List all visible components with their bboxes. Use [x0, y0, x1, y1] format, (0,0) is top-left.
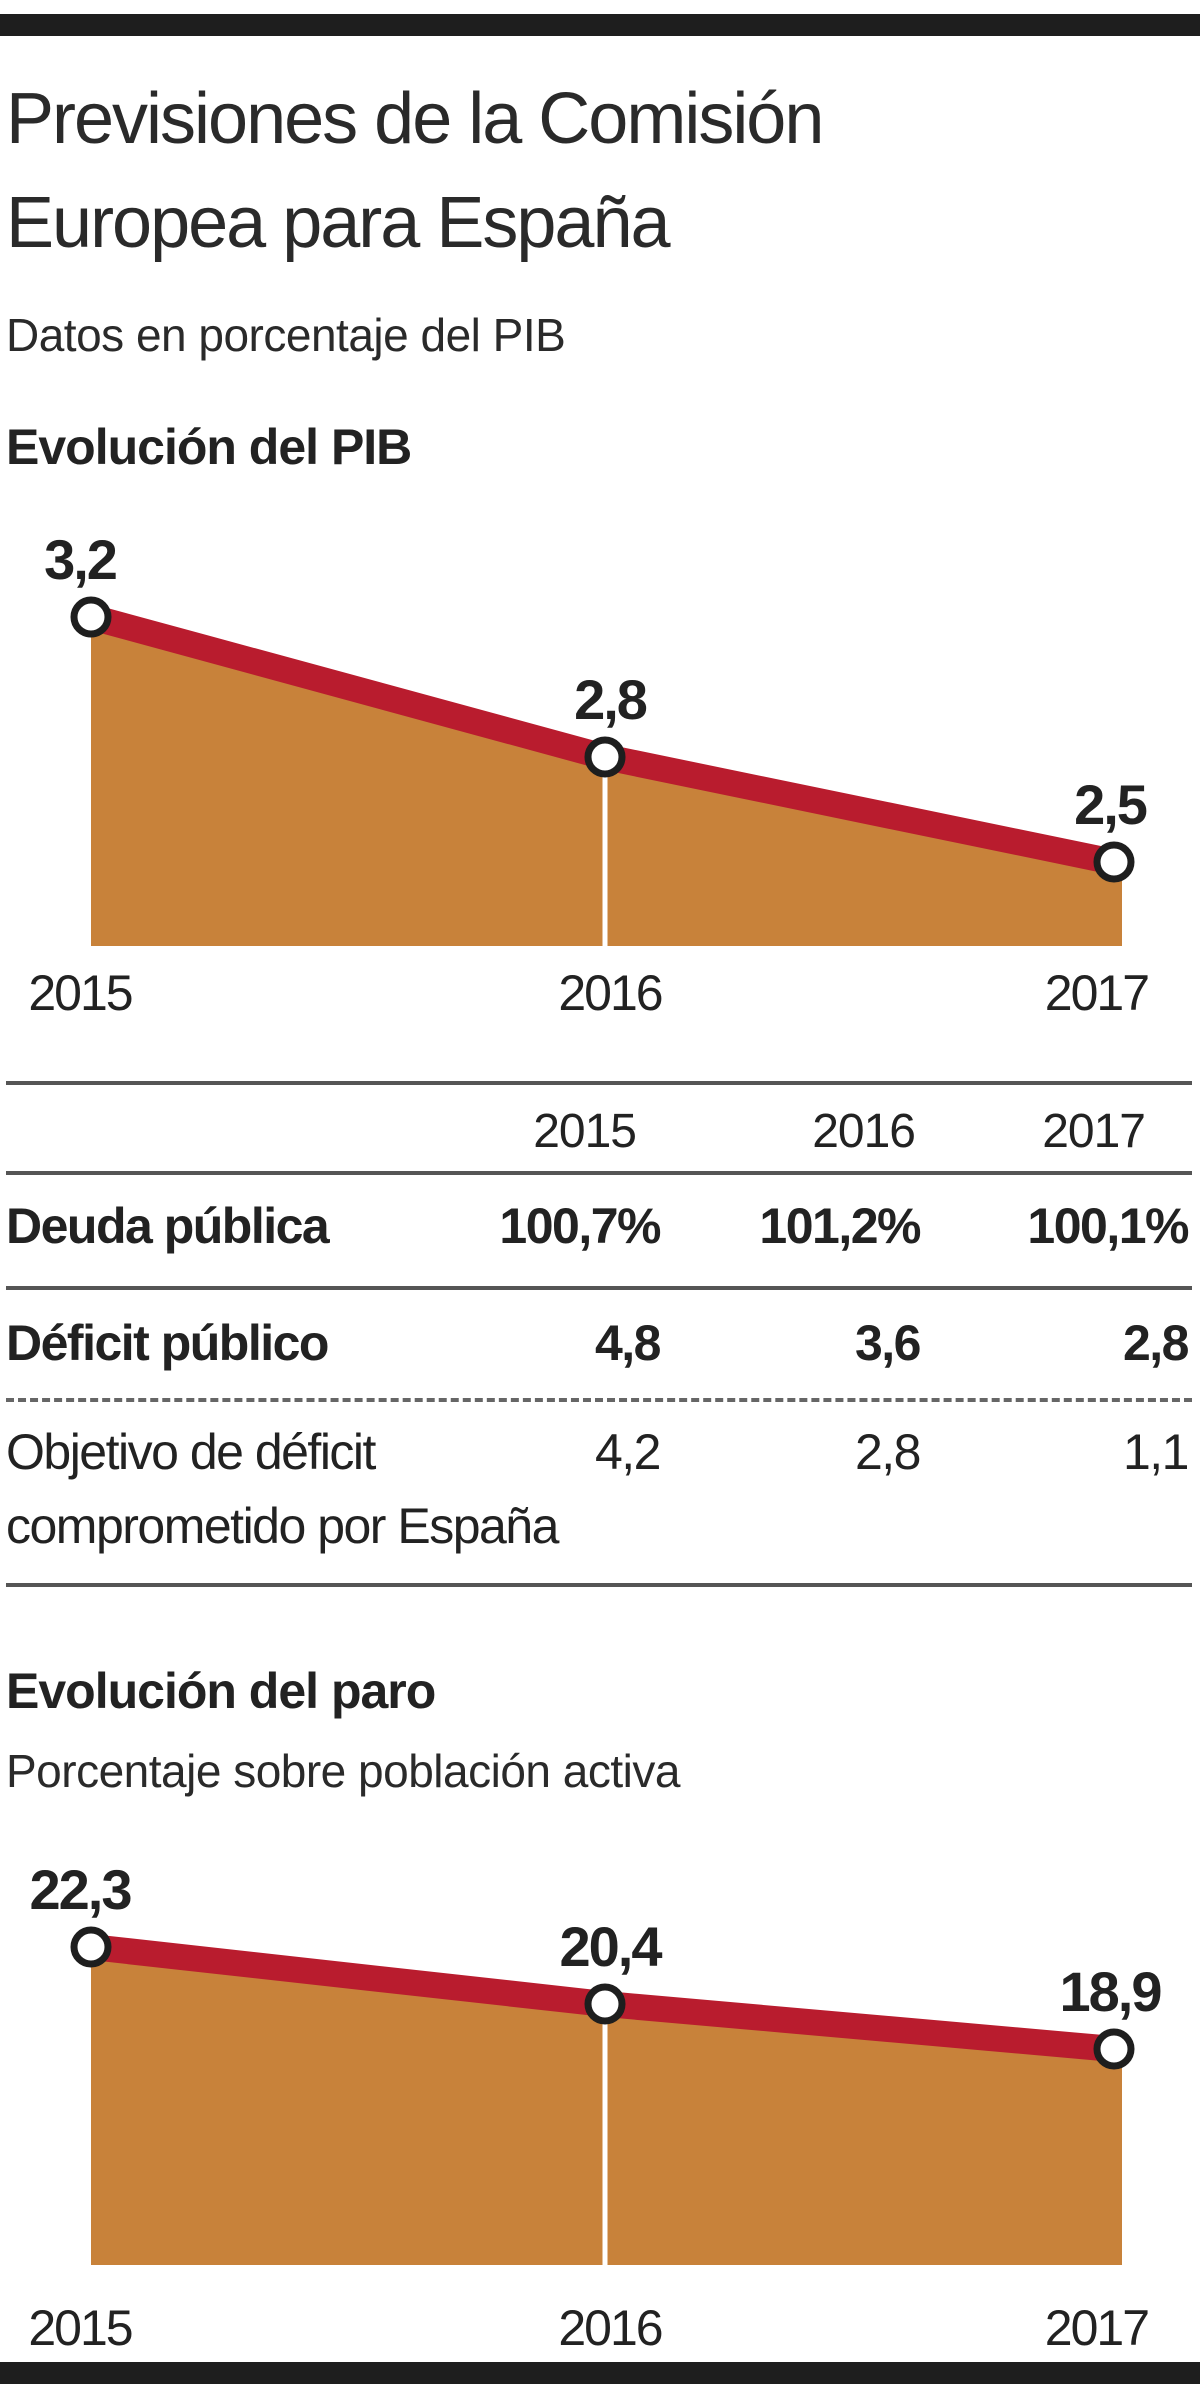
paro-data-label-2017: 18,9	[1060, 1960, 1162, 2023]
paro-subtitle: Porcentaje sobre población activa	[6, 1745, 680, 1797]
pib-point-2017	[1093, 841, 1135, 883]
paro-chart: 22,3 2015 20,4 2016 18,9 2017	[28, 1858, 1163, 2356]
row-label-deficit: Déficit público	[6, 1315, 329, 1371]
pib-data-label-2017: 2,5	[1074, 773, 1147, 836]
paro-point-2016	[584, 1983, 626, 2025]
pib-chart: 3,2 2015 2,8 2016 2,5 2017	[28, 528, 1150, 1021]
table-year-2017: 2017	[1042, 1105, 1146, 1158]
pib-x-tick-2017: 2017	[1045, 965, 1148, 1021]
paro-x-tick-2016: 2016	[558, 2300, 661, 2356]
bottom-rule	[0, 2362, 1200, 2384]
pib-data-label-2015: 3,2	[44, 528, 116, 591]
deuda-2017: 100,1%	[1027, 1198, 1189, 1254]
deficit-dashed-rule	[6, 1398, 1192, 1402]
paro-data-label-2015: 22,3	[30, 1858, 132, 1921]
deuda-2016: 101,2%	[759, 1198, 921, 1254]
pib-x-tick-2016: 2016	[558, 965, 661, 1021]
pib-point-2015	[70, 596, 112, 638]
title-line-2: Europea para España	[6, 183, 671, 263]
deuda-rule	[6, 1286, 1192, 1290]
paro-point-2015	[70, 1926, 112, 1968]
table-top-rule	[6, 1081, 1192, 1085]
paro-point-2017	[1093, 2028, 1135, 2070]
objetivo-2015: 4,2	[594, 1424, 662, 1480]
objetivo-2017: 1,1	[1122, 1424, 1190, 1480]
top-rule	[0, 14, 1200, 36]
pib-data-label-2016: 2,8	[574, 668, 647, 731]
row-label-objetivo-2: comprometido por España	[6, 1498, 559, 1554]
table-year-2015: 2015	[533, 1105, 637, 1158]
pib-x-tick-2015: 2015	[28, 965, 131, 1021]
table-header-rule	[6, 1171, 1192, 1175]
table-year-2016: 2016	[812, 1105, 916, 1158]
deficit-2016: 3,6	[854, 1315, 922, 1371]
row-label-deuda: Deuda pública	[6, 1198, 330, 1254]
paro-data-label-2016: 20,4	[560, 1915, 663, 1978]
subtitle: Datos en porcentaje del PIB	[6, 309, 566, 361]
pib-point-2016	[584, 736, 626, 778]
paro-x-tick-2015: 2015	[28, 2300, 131, 2356]
paro-heading: Evolución del paro	[6, 1663, 436, 1719]
deficit-2017: 2,8	[1122, 1315, 1190, 1371]
deficit-2015: 4,8	[594, 1315, 662, 1371]
deuda-2015: 100,7%	[499, 1198, 661, 1254]
paro-x-tick-2017: 2017	[1045, 2300, 1148, 2356]
objetivo-2016: 2,8	[854, 1424, 922, 1480]
row-label-objetivo-1: Objetivo de déficit	[6, 1424, 376, 1480]
table-bottom-rule	[6, 1583, 1192, 1587]
pib-heading: Evolución del PIB	[6, 419, 412, 475]
title-line-1: Previsiones de la Comisión	[6, 79, 824, 159]
